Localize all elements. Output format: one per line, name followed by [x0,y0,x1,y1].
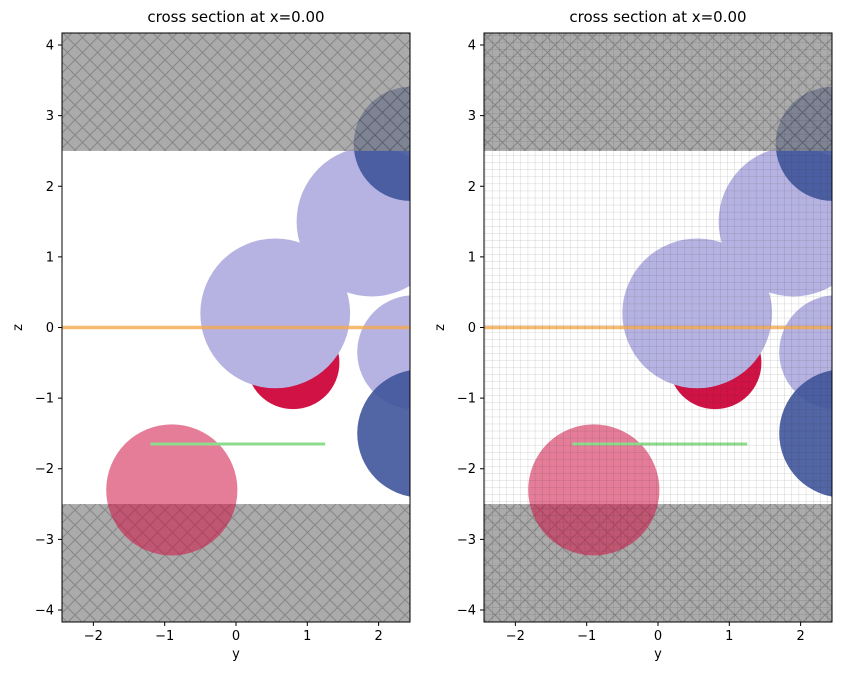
y-axis-label: z [11,324,26,331]
x-tick-label: 0 [232,629,240,644]
y-tick-label: 1 [46,250,54,265]
x-tick-label: −2 [84,629,103,644]
x-tick-label: 1 [303,629,311,644]
blue-circle-bottom [357,370,410,497]
plot-title: cross section at x=0.00 [569,8,746,26]
y-tick-label: 0 [46,321,54,336]
bottom-wall-band [62,504,410,622]
y-tick-label: 1 [468,250,476,265]
y-tick-label: 2 [468,180,476,195]
y-tick-label: −1 [35,392,54,407]
y-tick-label: −1 [457,392,476,407]
top-wall-band [62,33,410,151]
y-tick-label: −3 [35,533,54,548]
x-tick-label: 0 [654,629,662,644]
x-tick-label: 1 [725,629,733,644]
y-tick-label: 4 [46,39,54,54]
mesh-overlay [484,33,832,622]
x-tick-label: 2 [374,629,382,644]
subplot-right: −2 −1 0 1 2 −4 −3 −2 −1 0 1 2 3 4 cross section at x=0… [433,8,833,662]
subplot-left: −2 −1 0 1 2 −4 −3 −2 −1 0 1 2 3 4 cross section at x=0… [11,8,411,662]
y-tick-label: −4 [457,603,476,618]
x-tick-label: −1 [155,629,174,644]
y-tick-label: 2 [46,180,54,195]
y-tick-label: 3 [468,109,476,124]
x-tick-label: −2 [506,629,525,644]
y-tick-label: −4 [35,603,54,618]
y-tick-label: −2 [457,462,476,477]
x-tick-label: −1 [577,629,596,644]
x-axis-label: y [654,647,662,662]
plot-title: cross section at x=0.00 [147,8,324,26]
y-tick-label: 0 [468,321,476,336]
x-tick-label: 2 [796,629,804,644]
y-tick-label: −3 [457,533,476,548]
y-tick-label: −2 [35,462,54,477]
lavender-circle-left [200,238,351,389]
x-axis-label: y [232,647,240,662]
y-axis-label: z [433,324,448,331]
y-tick-label: 4 [468,39,476,54]
y-tick-label: 3 [46,109,54,124]
pink-circle [106,424,238,556]
